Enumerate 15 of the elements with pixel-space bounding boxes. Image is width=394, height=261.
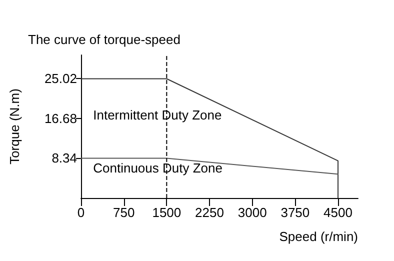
x-tick-label: 0 — [77, 205, 85, 220]
chart-title: The curve of torque-speed — [28, 32, 180, 47]
x-tick-label: 4500 — [324, 205, 352, 220]
y-axis-title: Torque (N.m) — [7, 88, 22, 164]
annotation: Intermittent Duty Zone — [93, 107, 222, 122]
x-tick-label: 750 — [112, 205, 135, 220]
x-axis-title: Speed (r/min) — [279, 229, 358, 244]
x-tick-label: 3000 — [238, 205, 267, 220]
y-tick-label: 25.02 — [44, 71, 77, 86]
x-tick-label: 1500 — [152, 205, 182, 220]
x-tick-label: 3750 — [280, 205, 310, 220]
annotation: Continuous Duty Zone — [93, 160, 222, 176]
y-tick-label: 16.68 — [44, 110, 77, 126]
y-tick-label: 8.34 — [52, 150, 77, 166]
x-tick-label: 2250 — [195, 205, 224, 220]
